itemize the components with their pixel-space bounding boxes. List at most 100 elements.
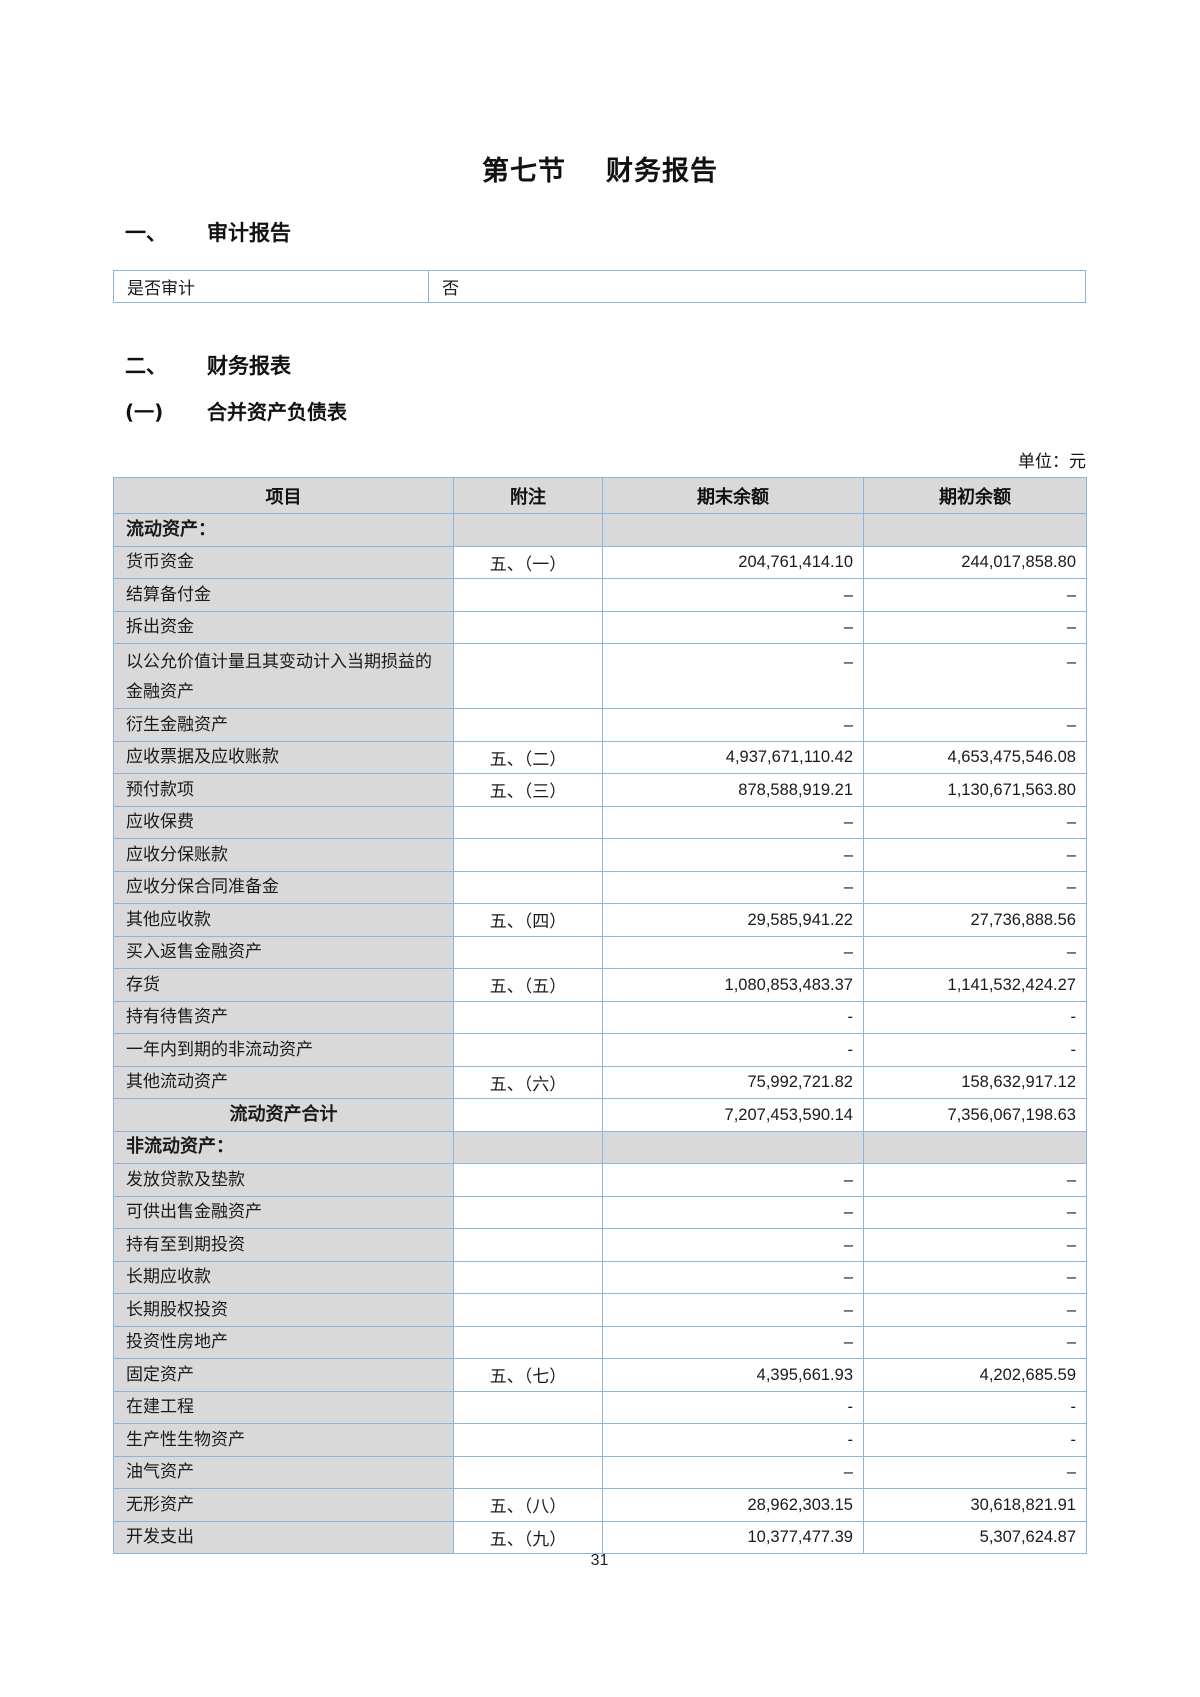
balance-sheet-row: 长期应收款 – –	[113, 1260, 1087, 1294]
beginning-balance-cell: –	[863, 1260, 1087, 1294]
item-cell: 衍生金融资产	[113, 708, 454, 742]
balance-sheet-row: 买入返售金融资产 – –	[113, 935, 1087, 969]
balance-sheet-row: 持有至到期投资 – –	[113, 1228, 1087, 1262]
note-cell	[453, 578, 603, 612]
audit-table-row: 是否审计否	[113, 270, 1086, 303]
column-header: 期末余额	[602, 477, 864, 514]
item-cell: 流动资产：	[113, 513, 454, 547]
page-number: 31	[590, 1552, 609, 1569]
section-number: 一、	[125, 221, 167, 245]
column-header: 期初余额	[863, 477, 1087, 514]
column-header: 附注	[453, 477, 603, 514]
page-title: 第七节 财务报告	[0, 149, 1200, 188]
ending-balance-cell: 4,395,661.93	[602, 1358, 864, 1392]
note-cell: 五、（八）	[453, 1488, 603, 1522]
ending-balance-cell: –	[602, 935, 864, 969]
beginning-balance-cell	[863, 513, 1087, 547]
note-cell	[453, 1293, 603, 1327]
item-cell: 长期股权投资	[113, 1293, 454, 1327]
beginning-balance-cell: –	[863, 838, 1087, 872]
ending-balance-cell: –	[602, 805, 864, 839]
ending-balance-cell: 7,207,453,590.14	[602, 1098, 864, 1132]
item-cell: 应收分保账款	[113, 838, 454, 872]
beginning-balance-cell: –	[863, 643, 1087, 709]
audit-question-cell: 是否审计	[113, 270, 429, 303]
note-cell	[453, 610, 603, 644]
item-cell: 以公允价值计量且其变动计入当期损益的金融资产	[113, 643, 454, 709]
balance-sheet-row: 发放贷款及垫款 – –	[113, 1163, 1087, 1197]
item-cell: 持有至到期投资	[113, 1228, 454, 1262]
note-cell: 五、（四）	[453, 903, 603, 937]
item-cell: 可供出售金融资产	[113, 1195, 454, 1229]
item-cell: 发放贷款及垫款	[113, 1163, 454, 1197]
ending-balance-cell: –	[602, 1163, 864, 1197]
section-title: 审计报告	[207, 221, 291, 245]
beginning-balance-cell: 4,202,685.59	[863, 1358, 1087, 1392]
item-cell: 长期应收款	[113, 1260, 454, 1294]
ending-balance-cell: -	[602, 1033, 864, 1067]
note-cell	[453, 1260, 603, 1294]
section-heading-consolidated-balance-sheet: (一) 合并资产负债表	[125, 396, 1025, 425]
beginning-balance-cell: –	[863, 1195, 1087, 1229]
ending-balance-cell: 28,962,303.15	[602, 1488, 864, 1522]
ending-balance-cell: 1,080,853,483.37	[602, 968, 864, 1002]
ending-balance-cell: -	[602, 1000, 864, 1034]
ending-balance-cell: 204,761,414.10	[602, 545, 864, 579]
note-cell	[453, 1455, 603, 1489]
note-cell	[453, 1098, 603, 1132]
beginning-balance-cell: 5,307,624.87	[863, 1520, 1087, 1554]
ending-balance-cell	[602, 1130, 864, 1164]
item-cell: 预付款项	[113, 773, 454, 807]
total-row: 流动资产合计 7,207,453,590.14 7,356,067,198.63	[113, 1098, 1087, 1132]
balance-sheet-table: 项目 附注 期末余额 期初余额 流动资产： 货币资金 五、（一） 204,761,414.1…	[113, 477, 1087, 1554]
section-title: 合并资产负债表	[207, 400, 347, 424]
note-cell: 五、（五）	[453, 968, 603, 1002]
balance-sheet-row: 油气资产 – –	[113, 1455, 1087, 1489]
item-cell: 非流动资产：	[113, 1130, 454, 1164]
item-cell: 货币资金	[113, 545, 454, 579]
item-cell: 应收票据及应收账款	[113, 740, 454, 774]
note-cell: 五、（七）	[453, 1358, 603, 1392]
balance-sheet-row: 应收分保合同准备金 – –	[113, 870, 1087, 904]
section-heading-financial-statements: 二、 财务报表	[125, 350, 1025, 380]
note-cell: 五、（九）	[453, 1520, 603, 1554]
page-title-text: 财务报告	[606, 156, 718, 187]
column-header: 项目	[113, 477, 454, 514]
section-row: 流动资产：	[113, 513, 1087, 547]
audit-status-table: 是否审计否	[113, 270, 1086, 303]
beginning-balance-cell: –	[863, 610, 1087, 644]
balance-sheet-row: 生产性生物资产 - -	[113, 1423, 1087, 1457]
balance-sheet-row: 持有待售资产 - -	[113, 1000, 1087, 1034]
ending-balance-cell: 878,588,919.21	[602, 773, 864, 807]
ending-balance-cell: –	[602, 1260, 864, 1294]
ending-balance-cell: 10,377,477.39	[602, 1520, 864, 1554]
item-cell: 其他流动资产	[113, 1065, 454, 1099]
ending-balance-cell: –	[602, 1293, 864, 1327]
ending-balance-cell: –	[602, 1228, 864, 1262]
ending-balance-cell: –	[602, 870, 864, 904]
note-cell	[453, 708, 603, 742]
note-cell: 五、（二）	[453, 740, 603, 774]
balance-sheet-row: 在建工程 - -	[113, 1390, 1087, 1424]
page-title-section-number: 第七节	[482, 156, 566, 187]
beginning-balance-cell: –	[863, 1228, 1087, 1262]
beginning-balance-cell: –	[863, 1325, 1087, 1359]
beginning-balance-cell: -	[863, 1033, 1087, 1067]
ending-balance-cell: -	[602, 1423, 864, 1457]
section-row: 非流动资产：	[113, 1130, 1087, 1164]
item-cell: 无形资产	[113, 1488, 454, 1522]
section-heading-audit-report: 一、 审计报告	[125, 217, 1025, 247]
balance-sheet-row: 其他流动资产 五、（六） 75,992,721.82 158,632,917.12	[113, 1065, 1087, 1099]
beginning-balance-cell: –	[863, 805, 1087, 839]
note-cell	[453, 1390, 603, 1424]
beginning-balance-cell: –	[863, 870, 1087, 904]
item-cell: 生产性生物资产	[113, 1423, 454, 1457]
note-cell	[453, 1033, 603, 1067]
beginning-balance-cell: –	[863, 1293, 1087, 1327]
item-cell: 应收分保合同准备金	[113, 870, 454, 904]
item-cell: 流动资产合计	[113, 1098, 454, 1132]
balance-sheet-row: 拆出资金 – –	[113, 610, 1087, 644]
balance-sheet-row: 一年内到期的非流动资产 - -	[113, 1033, 1087, 1067]
balance-sheet-row: 存货 五、（五） 1,080,853,483.37 1,141,532,424.27	[113, 968, 1087, 1002]
balance-sheet-row: 无形资产 五、（八） 28,962,303.15 30,618,821.91	[113, 1488, 1087, 1522]
